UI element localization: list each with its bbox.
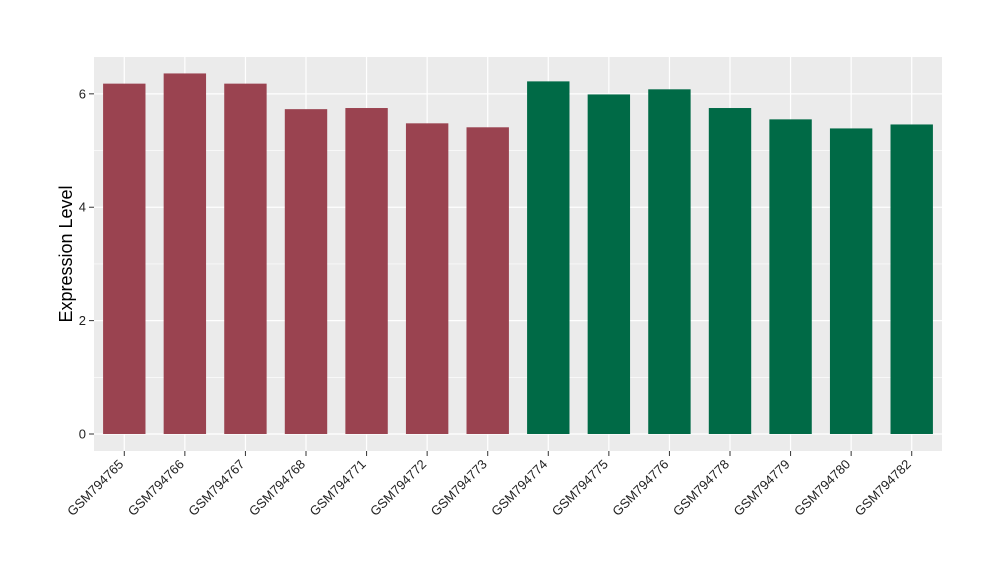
x-tick-label: GSM794776 <box>609 457 671 519</box>
x-tick-label: GSM794767 <box>185 457 247 519</box>
y-tick-label: 6 <box>79 86 86 101</box>
bar-GSM794768 <box>284 109 328 434</box>
bar-GSM794779 <box>769 119 812 434</box>
bar-GSM794767 <box>224 83 267 434</box>
x-tick-label: GSM794766 <box>125 457 187 519</box>
x-tick-label: GSM794773 <box>428 457 490 519</box>
x-tick-label: GSM794775 <box>549 457 611 519</box>
x-tick-label: GSM794774 <box>488 457 550 519</box>
y-tick-label: 0 <box>79 426 86 441</box>
plot-panel <box>94 57 942 451</box>
bar-GSM794782 <box>890 124 933 434</box>
y-tick-label: 4 <box>79 200 86 215</box>
bar-GSM794765 <box>103 83 146 434</box>
x-tick-label: GSM794771 <box>306 457 368 519</box>
bar-GSM794775 <box>587 94 631 434</box>
bar-GSM794772 <box>405 123 449 434</box>
bar-GSM794778 <box>708 108 752 434</box>
y-axis: 0 2 4 6 <box>79 86 94 441</box>
y-tick-label: 2 <box>79 313 86 328</box>
x-tick-label: GSM794765 <box>64 457 126 519</box>
x-tick-label: GSM794778 <box>670 457 732 519</box>
x-tick-label: GSM794779 <box>730 457 792 519</box>
x-tick-label: GSM794772 <box>367 457 429 519</box>
bar-GSM794780 <box>829 128 873 434</box>
bar-series <box>103 73 933 434</box>
bar-GSM794774 <box>527 81 570 434</box>
bar-GSM794776 <box>648 89 691 434</box>
bar-GSM794766 <box>163 73 207 434</box>
bar-GSM794773 <box>466 127 509 434</box>
bar-GSM794771 <box>345 108 388 434</box>
y-axis-title: Expression Level <box>56 185 76 322</box>
x-tick-label: GSM794768 <box>246 457 308 519</box>
x-tick-label: GSM794780 <box>791 457 853 519</box>
x-tick-label: GSM794782 <box>852 457 914 519</box>
x-axis: GSM794765GSM794766GSM794767GSM794768GSM7… <box>64 451 914 519</box>
